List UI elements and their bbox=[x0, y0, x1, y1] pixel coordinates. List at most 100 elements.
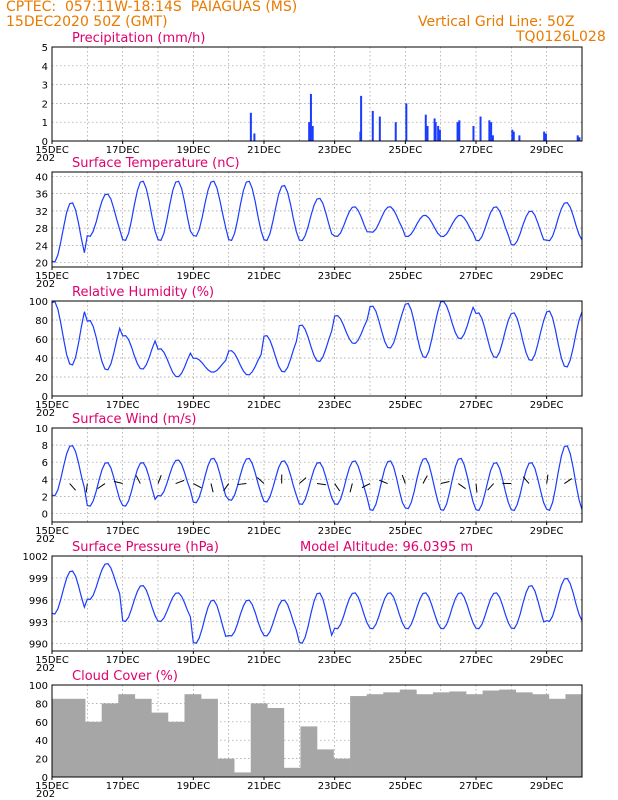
y-tick-label: 999 bbox=[29, 574, 48, 585]
x-tick-label: 15DEC bbox=[35, 271, 69, 282]
x-year-label: 202 bbox=[36, 534, 55, 545]
x-tick-label: 19DEC bbox=[176, 526, 210, 537]
wind-arrow bbox=[458, 483, 466, 490]
cloud-bar bbox=[300, 726, 318, 777]
series-line bbox=[51, 180, 583, 263]
x-tick-label: 29DEC bbox=[530, 271, 564, 282]
wind-arrow bbox=[299, 477, 307, 484]
y-tick-label: 80 bbox=[35, 699, 48, 710]
y-tick-label: 60 bbox=[35, 718, 48, 729]
x-tick-label: 15DEC bbox=[35, 400, 69, 411]
x-tick-label: 23DEC bbox=[318, 400, 352, 411]
x-year-label: 202 bbox=[36, 279, 55, 290]
x-tick-label: 17DEC bbox=[106, 400, 140, 411]
cloud-bar bbox=[167, 721, 185, 777]
y-tick-label: 20 bbox=[35, 373, 48, 384]
cloud-bar bbox=[383, 692, 401, 777]
x-tick-label: 29DEC bbox=[530, 526, 564, 537]
panel-title: Cloud Cover (%) bbox=[72, 669, 178, 684]
header-line2: 15DEC2020 50Z (GMT) bbox=[6, 14, 168, 30]
panel-subtitle: Model Altitude: 96.0395 m bbox=[300, 540, 473, 555]
y-tick-label: 100 bbox=[29, 297, 48, 308]
cloud-bar bbox=[217, 758, 235, 777]
panel-title: Surface Wind (m/s) bbox=[72, 412, 196, 427]
cloud-bar bbox=[267, 708, 285, 777]
wind-arrow bbox=[175, 479, 185, 485]
cloud-bar bbox=[548, 698, 566, 777]
precip-bar bbox=[518, 135, 521, 141]
x-tick-label: 21DEC bbox=[247, 271, 281, 282]
cloud-bar bbox=[466, 694, 483, 777]
series-line bbox=[51, 563, 583, 644]
y-tick-label: 40 bbox=[35, 354, 48, 365]
cloud-bar bbox=[449, 691, 467, 777]
cloud-bar bbox=[366, 694, 384, 777]
x-tick-label: 19DEC bbox=[176, 400, 210, 411]
precip-bar bbox=[544, 133, 547, 141]
x-tick-label: 25DEC bbox=[388, 400, 422, 411]
y-tick-label: 0 bbox=[42, 137, 48, 148]
wind-arrow bbox=[334, 483, 341, 492]
cloud-bar bbox=[317, 749, 334, 777]
x-tick-label: 25DEC bbox=[388, 526, 422, 537]
wind-arrow bbox=[349, 483, 353, 493]
precip-bar bbox=[434, 122, 437, 141]
x-tick-label: 21DEC bbox=[247, 655, 281, 666]
y-tick-label: 24 bbox=[35, 241, 48, 252]
y-tick-label: 4 bbox=[42, 62, 48, 73]
precip-bar bbox=[433, 118, 436, 141]
y-tick-label: 32 bbox=[35, 207, 48, 218]
x-tick-label: 19DEC bbox=[176, 655, 210, 666]
y-tick-label: 993 bbox=[29, 618, 48, 629]
y-tick-label: 40 bbox=[35, 736, 48, 747]
header-grid-note: Vertical Grid Line: 50Z bbox=[418, 14, 575, 30]
x-tick-label: 19DEC bbox=[176, 781, 210, 792]
precip-bar bbox=[378, 116, 381, 141]
precip-bar bbox=[472, 125, 475, 141]
precip-bar bbox=[394, 122, 397, 141]
y-tick-label: 3 bbox=[42, 81, 48, 92]
panel-frame bbox=[51, 555, 583, 652]
precip-bar bbox=[308, 122, 311, 141]
series-line bbox=[51, 300, 583, 378]
x-tick-label: 27DEC bbox=[459, 400, 493, 411]
header-code: TQ0126L028 bbox=[516, 29, 606, 45]
x-tick-label: 21DEC bbox=[247, 145, 281, 156]
precip-bar bbox=[424, 114, 427, 141]
cloud-bar bbox=[85, 721, 102, 777]
precip-bar bbox=[456, 122, 459, 141]
wind-arrow bbox=[69, 483, 77, 491]
precip-bar bbox=[491, 135, 494, 141]
x-tick-label: 23DEC bbox=[318, 781, 352, 792]
precip-bar bbox=[479, 116, 482, 141]
panel-title: Surface Pressure (hPa) bbox=[72, 540, 219, 555]
x-tick-label: 23DEC bbox=[318, 655, 352, 666]
x-tick-label: 17DEC bbox=[106, 526, 140, 537]
precip-bar bbox=[543, 131, 546, 141]
x-tick-label: 25DEC bbox=[388, 655, 422, 666]
y-tick-label: 1002 bbox=[23, 552, 48, 563]
panel-frame bbox=[51, 300, 583, 397]
panel-frame bbox=[51, 46, 583, 142]
wind-arrow bbox=[475, 483, 478, 493]
wind-arrow bbox=[210, 483, 214, 493]
cloud-bar bbox=[532, 694, 550, 777]
y-tick-label: 0 bbox=[42, 773, 48, 784]
cloud-bar bbox=[134, 698, 152, 777]
x-tick-label: 27DEC bbox=[459, 145, 493, 156]
x-tick-label: 29DEC bbox=[530, 400, 564, 411]
precip-bar bbox=[426, 125, 429, 141]
x-tick-label: 29DEC bbox=[530, 145, 564, 156]
wind-arrow bbox=[113, 480, 123, 485]
cloud-bar bbox=[234, 772, 252, 777]
y-tick-label: 5 bbox=[42, 43, 48, 54]
wind-arrow bbox=[379, 479, 388, 485]
precip-bar bbox=[576, 135, 579, 141]
cloud-bar bbox=[283, 767, 301, 777]
cloud-bar bbox=[416, 694, 434, 777]
y-tick-label: 0 bbox=[42, 509, 48, 520]
precip-bar bbox=[405, 103, 408, 141]
x-tick-label: 19DEC bbox=[176, 271, 210, 282]
wind-arrow bbox=[135, 475, 141, 484]
wind-arrow bbox=[85, 483, 88, 493]
